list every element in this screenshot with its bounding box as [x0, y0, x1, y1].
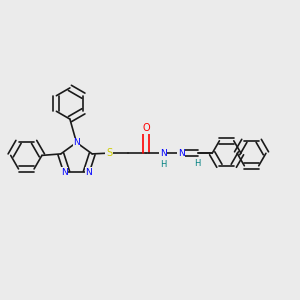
Text: N: N [73, 138, 80, 147]
Text: O: O [143, 123, 150, 133]
Text: N: N [85, 168, 92, 177]
Text: H: H [195, 159, 201, 168]
Text: H: H [160, 160, 167, 169]
Text: N: N [160, 149, 167, 158]
Text: S: S [106, 148, 112, 158]
Text: N: N [178, 149, 185, 158]
Text: N: N [61, 168, 68, 177]
